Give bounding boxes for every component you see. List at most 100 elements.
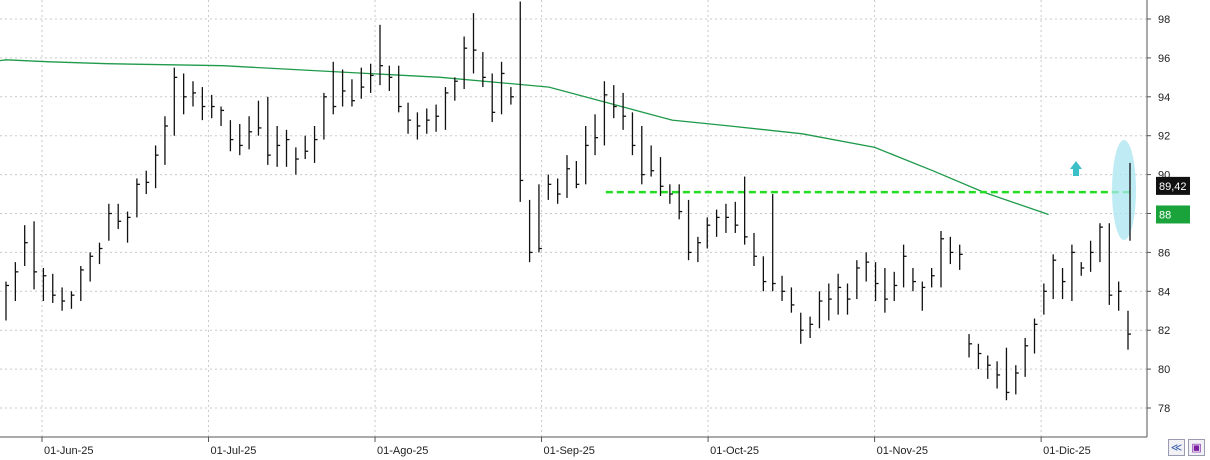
- ohlc-bar: [893, 271, 898, 302]
- y-tick-label: 92: [1158, 131, 1170, 143]
- ohlc-bar: [744, 176, 748, 245]
- ohlc-bar: [557, 178, 561, 204]
- ohlc-bar: [641, 125, 645, 185]
- ohlc-bar: [594, 114, 599, 156]
- ohlc-bar: [126, 211, 131, 243]
- ohlc-bar: [257, 100, 262, 136]
- ohlc-bar: [575, 160, 580, 189]
- ohlc-bar: [80, 266, 84, 302]
- ohlc-bar: [1015, 365, 1019, 395]
- ohlc-bar: [734, 201, 739, 233]
- ohlc-bar: [631, 112, 636, 156]
- ohlc-bar: [669, 184, 673, 204]
- ohlc-bar: [435, 104, 440, 132]
- ohlc-bar: [519, 1, 524, 202]
- ohlc-bar: [659, 157, 664, 196]
- ohlc-bar: [463, 36, 468, 90]
- y-tick-label: 82: [1158, 325, 1170, 337]
- ohlc-bar: [472, 13, 477, 74]
- ohlc-bar: [800, 312, 804, 344]
- ohlc-bar: [192, 81, 196, 107]
- ohlc-bar: [912, 267, 916, 292]
- ohlc-bar: [538, 184, 542, 253]
- ohlc-bar: [33, 221, 38, 290]
- ohlc-bar: [931, 267, 935, 288]
- x-tick-label: 01-Jul-25: [211, 445, 257, 457]
- ohlc-bar: [603, 81, 608, 146]
- ohlc-bar: [706, 217, 711, 249]
- grid: [0, 0, 1147, 437]
- ohlc-bar: [332, 61, 337, 115]
- ohlc-bar: [369, 63, 374, 93]
- ohlc-bar: [547, 174, 552, 200]
- ohlc-bar: [500, 61, 505, 115]
- ohlc-bar: [566, 155, 570, 198]
- ohlc-bar: [968, 334, 973, 358]
- ohlc-bar: [360, 67, 365, 99]
- x-tick-label: 01-Sep-25: [544, 445, 595, 457]
- ohlc-bar: [753, 232, 757, 267]
- ohlc-bar: [454, 77, 458, 101]
- ohlc-bar: [781, 275, 786, 302]
- moving-average: [0, 59, 1049, 216]
- ohlc-bar: [809, 316, 814, 338]
- y-tick-label: 98: [1158, 14, 1170, 26]
- ohlc-bar: [772, 194, 776, 292]
- ohlc-bar: [1061, 267, 1066, 300]
- y-tick-label: 86: [1158, 247, 1170, 259]
- ohlc-bar: [790, 287, 795, 313]
- y-tick-label: 96: [1158, 53, 1170, 65]
- ohlc-bar: [846, 283, 851, 315]
- ohlc-bar: [585, 125, 589, 185]
- ohlc-bar: [248, 116, 253, 150]
- ohlc-bar: [977, 343, 982, 370]
- ohlc-bar: [295, 147, 299, 175]
- highlight-ellipse: [1112, 140, 1136, 240]
- ohlc-bar: [70, 291, 75, 309]
- ohlc-bar: [687, 199, 692, 261]
- ohlc-bar: [1108, 223, 1113, 305]
- ohlc-bar: [444, 87, 449, 130]
- ohlc-bar: [14, 262, 19, 302]
- ohlc-bar: [98, 242, 103, 265]
- ohlc-bar: [1099, 223, 1103, 263]
- annotations: [1070, 140, 1136, 241]
- ohlc-bar: [482, 52, 486, 88]
- ohlc-bar: [379, 24, 383, 86]
- ohlc-bar: [407, 102, 412, 134]
- y-tick-label: 78: [1158, 403, 1170, 415]
- ohlc-bar: [304, 135, 309, 160]
- ohlc-bar: [229, 120, 234, 152]
- ohlc-bar: [89, 252, 94, 282]
- ohlc-bar: [940, 231, 944, 288]
- moving-average-tag: [1156, 205, 1190, 224]
- ohlc-bar: [697, 236, 701, 263]
- up-arrow-icon: [1070, 161, 1082, 176]
- x-axis-labels: 01-Jun-25 01-Jul-25 01-Ago-25 01-Sep-25 01-O…: [41, 437, 1091, 457]
- floppy-disk-icon[interactable]: ▣: [1188, 439, 1205, 456]
- ohlc-bar: [678, 184, 683, 220]
- y-tick-label: 80: [1158, 364, 1170, 376]
- x-tick-label: 01-Nov-25: [877, 445, 928, 457]
- ohlc-bar: [837, 273, 842, 315]
- ohlc-bar: [52, 273, 56, 303]
- y-tick-label: 94: [1158, 92, 1170, 104]
- ohlc-bar: [426, 108, 430, 134]
- ohlc-bar: [323, 92, 327, 140]
- ohlc-bar: [613, 85, 617, 119]
- ohlc-bar: [959, 244, 963, 270]
- ohlc-bar: [182, 73, 187, 115]
- moving-average-label: 88: [1159, 209, 1171, 221]
- ohlc-bar: [145, 170, 150, 195]
- x-tick-label: 01-Jun-25: [44, 445, 94, 457]
- ohlc-bar: [1080, 262, 1085, 276]
- ohlc-bar: [1033, 318, 1038, 354]
- ohlc-bar: [949, 236, 954, 265]
- chevron-double-icon[interactable]: ≪: [1168, 439, 1185, 456]
- ohlc-bar: [921, 281, 926, 311]
- ohlc-bar: [201, 87, 206, 121]
- price-bars: [5, 1, 1131, 401]
- ohlc-bar: [725, 203, 729, 233]
- ohlc-bar: [136, 178, 140, 218]
- ohlc-bar: [762, 256, 767, 292]
